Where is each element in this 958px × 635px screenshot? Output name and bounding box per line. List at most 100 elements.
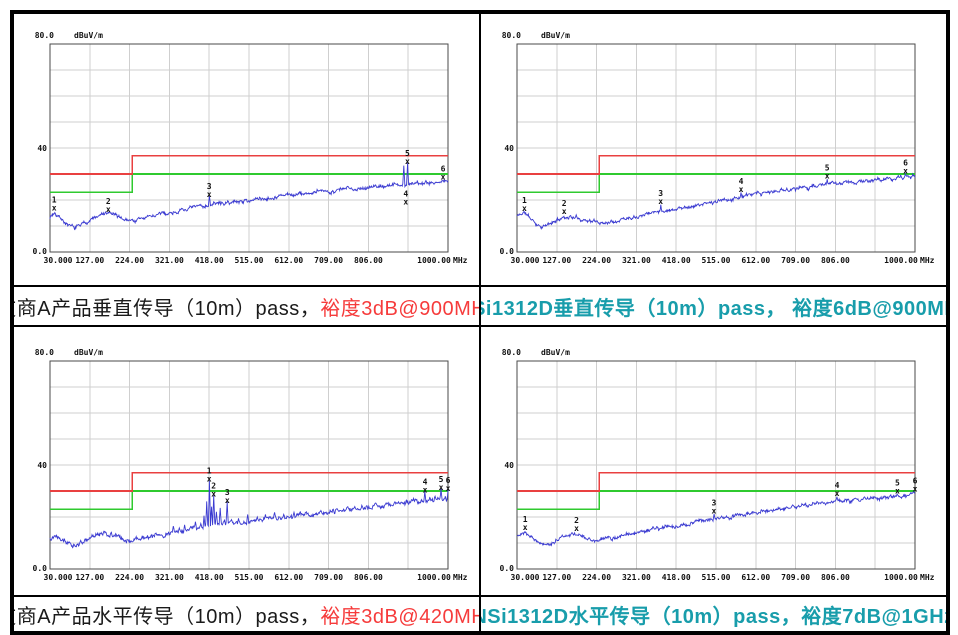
y-axis-min-label: 0.0	[500, 247, 515, 256]
marker-number: 2	[574, 516, 579, 525]
marker-number: 2	[562, 199, 567, 208]
marker-x-symbol: x	[439, 483, 444, 492]
x-tick-label: 418.00	[195, 256, 224, 265]
marker-2: 2x	[211, 481, 216, 498]
marker-x-symbol: x	[913, 484, 918, 493]
marker-1: 1x	[522, 196, 527, 213]
x-tick-label: 224.00	[582, 256, 611, 265]
marker-x-symbol: x	[574, 524, 579, 533]
x-tick-label: 1000.00	[884, 573, 918, 582]
grid	[50, 44, 448, 252]
x-tick-label: 224.00	[582, 573, 611, 582]
caption-vendorA-vertical: 友商A产品垂直传导（10m）pass， 裕度3dB@900MHz	[13, 286, 480, 326]
x-tick-label: 321.00	[155, 573, 184, 582]
marker-3: 3x	[225, 488, 230, 505]
marker-number: 1	[522, 196, 527, 205]
marker-4: 4x	[403, 189, 408, 206]
marker-number: 5	[895, 479, 900, 488]
x-tick-label: 127.00	[542, 573, 571, 582]
chart-cell-nsi-vertical: 1 x 2 x 3 x 4 x 5 x 6 x 80.0 dBuV/m 40 0.0 30.000 127.00 2…	[480, 13, 947, 286]
emc-chart-nsi-vertical: 1 x 2 x 3 x 4 x 5 x 6 x 80.0 dBuV/m 40 0.0 30.000 127.00 2…	[483, 20, 945, 277]
caption-nsi-horizontal: NSi1312D水平传导（10m）pass， 裕度7dB@1GHz	[480, 596, 947, 632]
limit-line-green	[50, 173, 448, 193]
marker-4: 4x	[739, 177, 744, 194]
marker-number: 1	[52, 196, 57, 205]
x-axis-unit-label: MHz	[453, 573, 468, 582]
marker-5: 5x	[895, 479, 900, 496]
grid	[517, 44, 915, 252]
marker-1: 1x	[52, 196, 57, 213]
marker-x-symbol: x	[446, 484, 451, 493]
marker-5: 5x	[405, 149, 410, 166]
x-tick-label: 612.00	[741, 573, 770, 582]
x-tick-label: 515.00	[702, 573, 731, 582]
y-axis-max-label: 80.0	[35, 348, 54, 357]
marker-x-symbol: x	[52, 204, 57, 213]
caption-margin-text: 裕度6dB@900MHz	[792, 297, 946, 320]
marker-number: 4	[403, 189, 408, 198]
x-tick-label: 709.00	[781, 573, 810, 582]
emc-chart-nsi-horizontal: 1 x 2 x 3 x 4 x 5 x 6 x 80.0 dBuV/m 40 0.0 30.000 127.00 2…	[483, 337, 945, 594]
marker-number: 4	[835, 481, 840, 490]
limit-line-green	[517, 490, 915, 510]
caption-nsi-vertical: NSi1312D垂直传导（10m）pass， 裕度6dB@900MHz	[480, 286, 947, 326]
y-axis-mid-label: 40	[504, 461, 514, 470]
x-tick-label: 127.00	[75, 256, 104, 265]
x-tick-label: 709.00	[314, 256, 343, 265]
x-tick-label: 612.00	[274, 573, 303, 582]
x-tick-label: 224.00	[115, 256, 144, 265]
y-axis-mid-label: 40	[37, 144, 47, 153]
marker-x-symbol: x	[562, 207, 567, 216]
x-tick-label: 30.000	[511, 573, 540, 582]
x-tick-label: 515.00	[235, 573, 264, 582]
marker-x-symbol: x	[895, 487, 900, 496]
plot-border	[516, 360, 916, 570]
emc-chart-vendorA-horizontal: 1 x 2 x 3 x 4 x 5 x 6 x 80.0 dBuV/m 40 0.0 30.000 127.00 2…	[16, 337, 478, 594]
marker-x-symbol: x	[658, 197, 663, 206]
marker-number: 6	[913, 476, 918, 485]
x-tick-label: 709.00	[781, 256, 810, 265]
y-axis-unit-label: dBuV/m	[74, 31, 103, 40]
marker-number: 4	[423, 478, 428, 487]
marker-number: 6	[441, 165, 446, 174]
x-tick-label: 612.00	[741, 256, 770, 265]
marker-6: 6x	[441, 165, 446, 182]
marker-number: 4	[739, 177, 744, 186]
marker-6: 6x	[446, 476, 451, 493]
chart-cell-vendorA-vertical: 1 x 2 x 3 x 4 x 5 x 6 x 80.0 dBuV/m 40 0.0 30.000 127.00 2…	[13, 13, 480, 286]
marker-number: 3	[658, 189, 663, 198]
marker-number: 6	[446, 476, 451, 485]
marker-number: 5	[439, 475, 444, 484]
marker-number: 6	[903, 158, 908, 167]
x-tick-label: 30.000	[44, 573, 73, 582]
y-axis-max-label: 80.0	[502, 31, 521, 40]
marker-x-symbol: x	[403, 197, 408, 206]
limit-line-green	[50, 490, 448, 510]
grid	[517, 361, 915, 569]
plot-border	[49, 43, 449, 253]
caption-margin-text: 裕度3dB@900MHz	[320, 297, 480, 320]
marker-3: 3x	[207, 182, 212, 199]
marker-2: 2x	[574, 516, 579, 533]
x-tick-label: 418.00	[195, 573, 224, 582]
caption-text: 友商A产品垂直传导（10m）pass，	[13, 297, 321, 320]
caption-text: NSi1312D垂直传导（10m）pass，	[480, 297, 787, 320]
marker-5: 5x	[825, 164, 830, 181]
x-tick-label: 806.00	[354, 256, 383, 265]
y-axis-unit-label: dBuV/m	[541, 31, 570, 40]
x-tick-label: 321.00	[622, 573, 651, 582]
marker-2: 2x	[562, 199, 567, 216]
x-tick-label: 321.00	[155, 256, 184, 265]
marker-x-symbol: x	[712, 506, 717, 515]
y-axis-unit-label: dBuV/m	[74, 348, 103, 357]
caption-vendorA-horizontal: 友商A产品水平传导（10m）pass， 裕度3dB@420MHz	[13, 596, 480, 632]
measurement-trace	[516, 490, 915, 547]
grid	[50, 361, 448, 569]
marker-x-symbol: x	[835, 489, 840, 498]
y-axis-max-label: 80.0	[502, 348, 521, 357]
